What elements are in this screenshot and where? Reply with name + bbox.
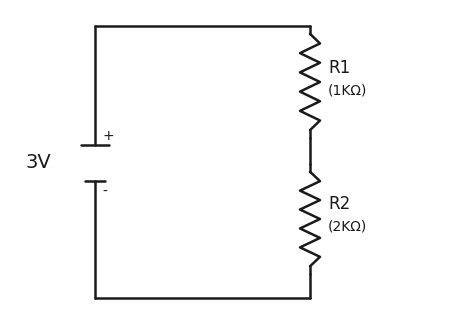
- Text: (2KΩ): (2KΩ): [328, 220, 367, 234]
- Text: +: +: [102, 129, 114, 143]
- Text: -: -: [102, 185, 108, 199]
- Text: 3V: 3V: [25, 154, 51, 172]
- Text: (1KΩ): (1KΩ): [328, 84, 367, 98]
- Text: R1: R1: [328, 59, 350, 77]
- Text: R2: R2: [328, 195, 350, 213]
